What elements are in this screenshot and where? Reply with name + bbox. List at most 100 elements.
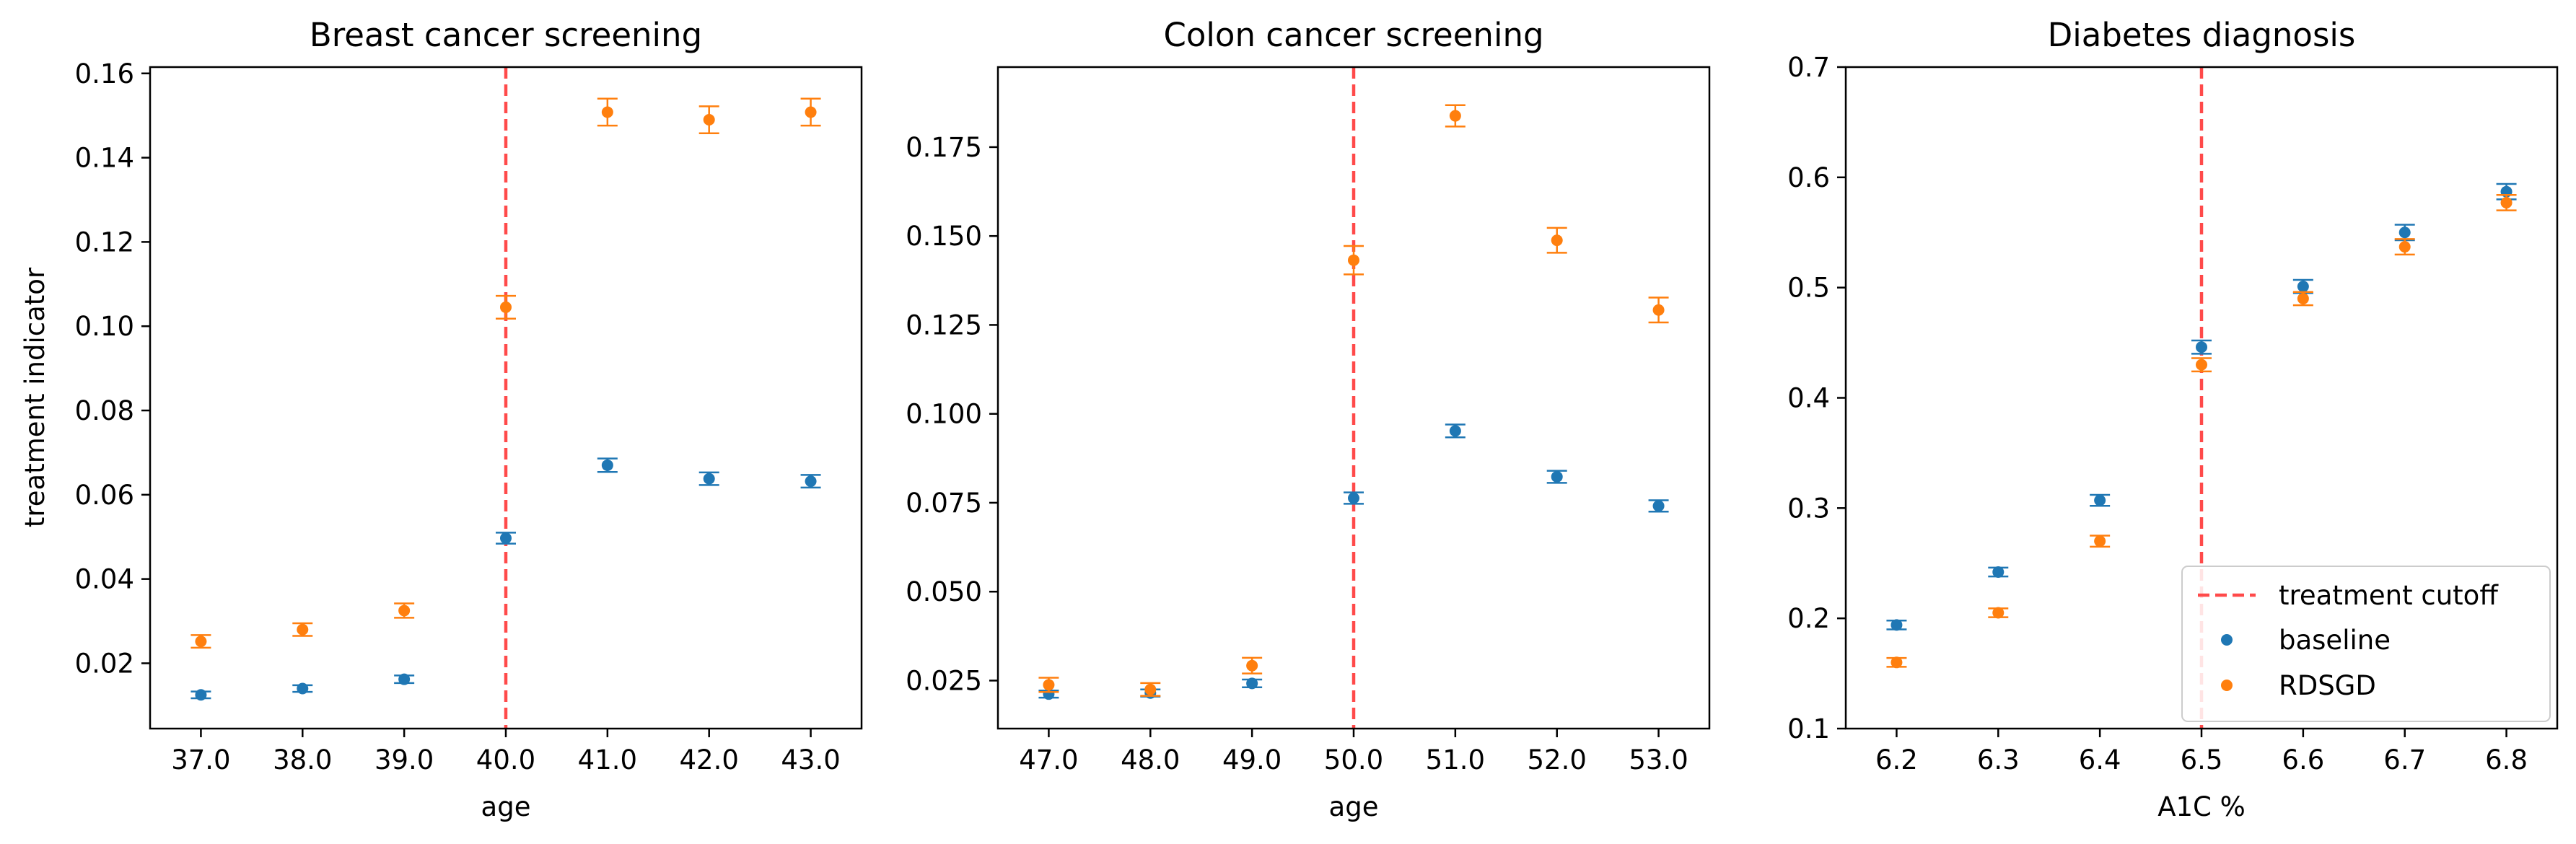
y-tick-label: 0.125 <box>906 309 982 340</box>
legend: treatment cutoff baseline RDSGD <box>2181 566 2551 722</box>
panel-diabetes: 6.2 6.3 6.4 6.5 6.6 6.7 6.8 0.1 0.2 0.3 0.4 0.5 0.6 0… <box>1787 16 2559 822</box>
x-tick-label: 47.0 <box>1019 744 1078 775</box>
baseline-point <box>805 475 817 488</box>
rdsgd-point <box>2398 241 2411 253</box>
y-tick-label: 0.10 <box>75 311 134 342</box>
y-tick-label: 0.100 <box>906 399 982 430</box>
panel-2-marks <box>1038 67 1669 729</box>
baseline-point <box>398 673 411 685</box>
rdsgd-point <box>2094 535 2106 548</box>
x-tick-label: 40.0 <box>476 744 535 775</box>
rdsgd-point <box>195 636 207 648</box>
x-tick-label: 6.3 <box>1977 744 2020 775</box>
rdsgd-point <box>500 301 512 313</box>
rdsgd-point <box>1652 304 1665 316</box>
x-tick-label: 6.6 <box>2282 744 2324 775</box>
y-tick-label: 0.025 <box>906 665 982 696</box>
x-tick-label: 6.2 <box>1875 744 1918 775</box>
panel-1-ticks: 37.0 38.0 39.0 40.0 41.0 42.0 43.0 0.02 0.04 0.06… <box>75 58 841 775</box>
baseline-point <box>2398 227 2411 239</box>
y-tick-label: 0.1 <box>1787 713 1830 744</box>
baseline-point <box>1348 492 1359 504</box>
panel-1-title: Breast cancer screening <box>310 16 702 54</box>
panel-3-xlabel: A1C % <box>2157 791 2246 822</box>
rdsgd-point <box>2196 359 2207 371</box>
rdsgd-point <box>805 106 817 118</box>
y-tick-label: 0.14 <box>75 143 134 174</box>
x-tick-label: 38.0 <box>273 744 332 775</box>
rdsgd-point <box>1043 679 1055 691</box>
legend-box <box>2181 566 2551 722</box>
x-tick-label: 52.0 <box>1528 744 1587 775</box>
baseline-point <box>1992 566 2005 578</box>
y-tick-label: 0.5 <box>1787 273 1830 304</box>
baseline-point <box>500 532 512 544</box>
panel-3-title: Diabetes diagnosis <box>2048 16 2356 54</box>
baseline-point <box>2297 281 2309 293</box>
x-tick-label: 39.0 <box>374 744 434 775</box>
y-tick-label: 0.06 <box>75 480 134 511</box>
rdsgd-point <box>398 605 411 617</box>
baseline-point <box>1652 500 1665 512</box>
panel-breast-cancer: 37.0 38.0 39.0 40.0 41.0 42.0 43.0 0.02 0.04 0.06… <box>19 16 863 822</box>
y-tick-label: 0.2 <box>1787 603 1830 634</box>
y-tick-label: 0.16 <box>75 58 134 89</box>
x-tick-label: 6.4 <box>2079 744 2121 775</box>
panel-colon-cancer: 47.0 48.0 49.0 50.0 51.0 52.0 53.0 0.025 0.050 0.… <box>906 16 1711 822</box>
y-tick-label: 0.175 <box>906 132 982 163</box>
rdsgd-point <box>1992 607 2005 619</box>
y-tick-label: 0.7 <box>1787 52 1830 83</box>
baseline-point <box>1891 619 1903 631</box>
legend-baseline-marker <box>2221 634 2233 646</box>
panel-3-ticks: 6.2 6.3 6.4 6.5 6.6 6.7 6.8 0.1 0.2 0.3 0.4 0.5 0.6 0… <box>1787 52 2528 775</box>
legend-rdsgd-marker <box>2221 680 2233 691</box>
y-tick-label: 0.150 <box>906 221 982 252</box>
x-tick-label: 37.0 <box>171 744 230 775</box>
y-tick-label: 0.04 <box>75 564 134 595</box>
rdsgd-point <box>297 623 309 636</box>
rdsgd-point <box>1348 254 1359 266</box>
panel-2-ticks: 47.0 48.0 49.0 50.0 51.0 52.0 53.0 0.025 0.050 0.… <box>906 132 1688 775</box>
x-tick-label: 53.0 <box>1629 744 1688 775</box>
x-tick-label: 42.0 <box>680 744 739 775</box>
x-tick-label: 6.8 <box>2485 744 2528 775</box>
x-tick-label: 48.0 <box>1121 744 1180 775</box>
legend-rdsgd-label: RDSGD <box>2279 670 2376 701</box>
baseline-point <box>1551 470 1563 483</box>
y-tick-label: 0.08 <box>75 395 134 426</box>
rdsgd-point <box>2297 292 2309 304</box>
baseline-point <box>195 689 207 701</box>
panel-3-marks <box>1886 67 2517 729</box>
y-tick-label: 0.3 <box>1787 493 1830 524</box>
panel-1-marks <box>190 67 821 729</box>
baseline-point <box>1449 425 1461 437</box>
rdsgd-point <box>1891 656 1903 669</box>
rdsgd-point <box>2500 196 2513 208</box>
baseline-point <box>601 459 613 471</box>
rdsgd-point <box>1246 659 1258 672</box>
baseline-point <box>2094 494 2106 506</box>
baseline-point <box>2196 341 2207 353</box>
y-tick-label: 0.6 <box>1787 162 1830 193</box>
panel-2-title: Colon cancer screening <box>1163 16 1543 54</box>
baseline-point <box>1246 677 1258 690</box>
x-tick-label: 51.0 <box>1426 744 1485 775</box>
panel-2-xlabel: age <box>1329 791 1379 822</box>
panel-1-xlabel: age <box>481 791 531 822</box>
baseline-point <box>297 682 309 695</box>
x-tick-label: 43.0 <box>781 744 840 775</box>
panel-1-ylabel: treatment indicator <box>19 267 51 527</box>
y-tick-label: 0.4 <box>1787 383 1830 414</box>
x-tick-label: 6.5 <box>2181 744 2223 775</box>
legend-baseline-label: baseline <box>2279 625 2391 656</box>
rdsgd-point <box>703 114 715 126</box>
rdsgd-point <box>601 106 613 118</box>
y-tick-label: 0.075 <box>906 488 982 519</box>
rdsgd-point <box>1144 683 1157 695</box>
x-tick-label: 6.7 <box>2383 744 2426 775</box>
x-tick-label: 50.0 <box>1324 744 1383 775</box>
y-tick-label: 0.02 <box>75 648 134 679</box>
rdsgd-point <box>1449 110 1461 122</box>
rdsgd-point <box>1551 234 1563 247</box>
